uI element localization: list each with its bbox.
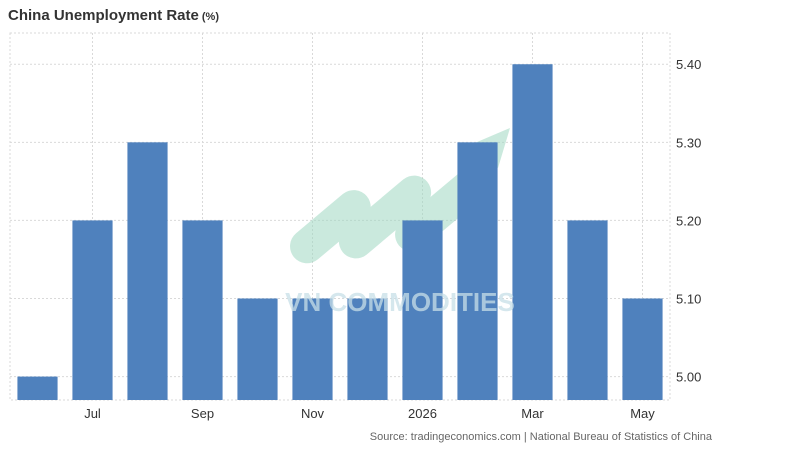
- y-axis-labels: 5.00 5.10 5.20 5.30 5.40: [676, 57, 701, 384]
- bar-1: [17, 376, 58, 400]
- x-tick-label: 2026: [408, 406, 437, 421]
- bar-7: [347, 298, 388, 400]
- bar-8: [402, 220, 443, 400]
- x-tick-label: Nov: [301, 406, 325, 421]
- bar-12: [622, 298, 663, 400]
- bar-6: [292, 298, 333, 400]
- source-note: Source: tradingeconomics.com | National …: [369, 431, 712, 443]
- bar-5: [237, 298, 278, 400]
- x-tick-label: Jul: [84, 406, 101, 421]
- bar-2: [72, 220, 113, 400]
- x-axis-labels: Jul Sep Nov 2026 Mar May: [84, 406, 655, 421]
- plot-frame: [9, 32, 671, 401]
- y-tick-label: 5.20: [676, 213, 701, 228]
- chart-title-text: China Unemployment Rate: [8, 7, 199, 24]
- bars: [17, 64, 663, 400]
- bar-10: [512, 64, 553, 400]
- y-tick-label: 5.10: [676, 291, 701, 306]
- x-tick-label: Mar: [521, 406, 544, 421]
- bar-3: [127, 142, 168, 400]
- bar-11: [567, 220, 608, 400]
- chart-title: China Unemployment Rate (%): [8, 7, 219, 24]
- chart-title-unit: (%): [201, 11, 219, 23]
- y-tick-label: 5.30: [676, 135, 701, 150]
- bar-9: [457, 142, 498, 400]
- y-tick-label: 5.00: [676, 370, 701, 385]
- x-tick-label: Sep: [191, 406, 214, 421]
- watermark-text: VN COMMODITIES: [285, 287, 515, 317]
- y-tick-label: 5.40: [676, 57, 701, 72]
- x-tick-label: May: [630, 406, 655, 421]
- bar-4: [182, 220, 223, 400]
